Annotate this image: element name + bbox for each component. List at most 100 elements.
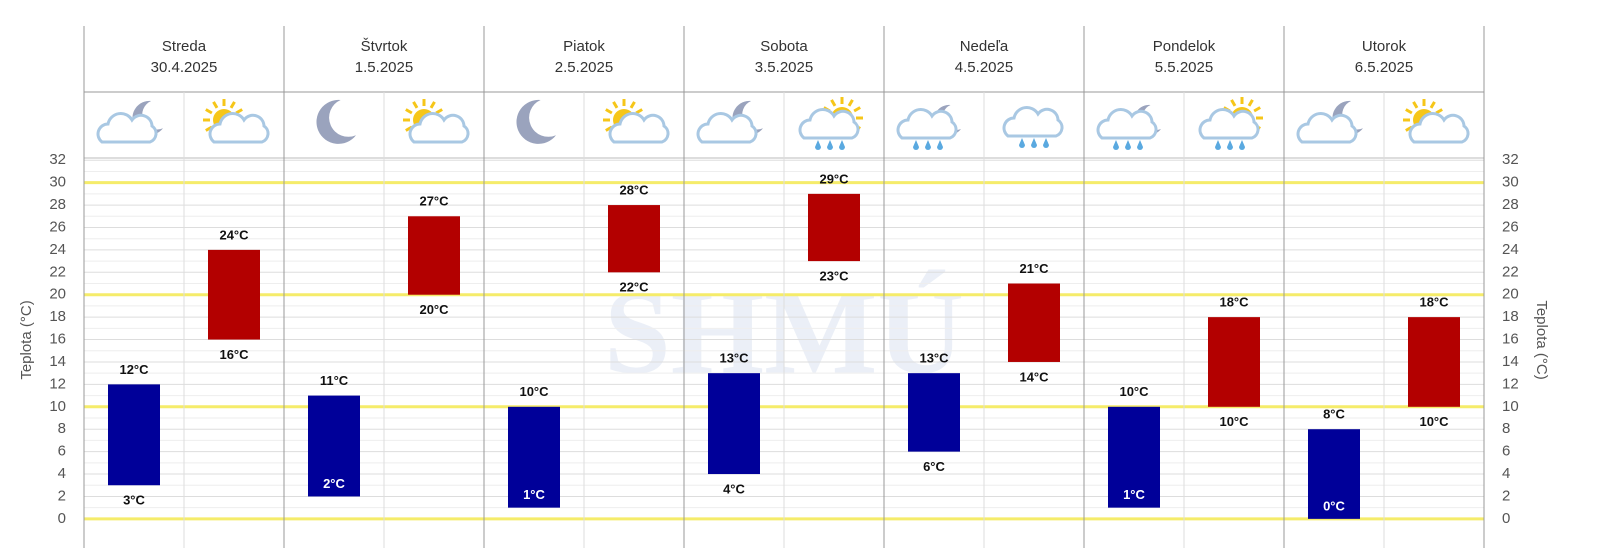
y-tick-label: 24 — [49, 241, 66, 258]
y-tick-label: 32 — [49, 151, 66, 168]
low-label: 14°C — [1019, 369, 1049, 384]
day-name: Štvrtok — [361, 38, 408, 55]
y2-tick-label: 10 — [1502, 398, 1519, 415]
weather-icon — [1403, 99, 1470, 144]
cloud — [1096, 108, 1158, 140]
sun-ray — [405, 108, 413, 115]
cloud — [696, 112, 758, 144]
raindrop — [1215, 140, 1221, 150]
y2-tick-label: 0 — [1502, 510, 1510, 527]
moon — [516, 99, 556, 144]
y-tick-label: 10 — [49, 398, 66, 415]
cloud — [1198, 108, 1260, 140]
high-label: 10°C — [1119, 384, 1149, 399]
day-name: Piatok — [563, 38, 605, 55]
y-tick-label: 28 — [49, 196, 66, 213]
high-label: 21°C — [1019, 261, 1049, 276]
day-name: Utorok — [1362, 38, 1407, 55]
y-tick-label: 22 — [49, 263, 66, 280]
sun-ray — [229, 101, 236, 109]
low-label: 2°C — [323, 476, 345, 491]
high-label: 24°C — [219, 227, 249, 242]
day-name: Sobota — [760, 38, 808, 55]
raindrop — [839, 140, 845, 150]
weather-icon — [896, 104, 961, 150]
cloud — [1408, 112, 1470, 144]
cloud — [1002, 106, 1064, 138]
temperature-bar — [408, 216, 460, 295]
low-label: 10°C — [1419, 414, 1449, 429]
raindrop — [1043, 138, 1049, 148]
y-tick-label: 4 — [58, 465, 66, 482]
y-tick-label: 18 — [49, 308, 66, 325]
y2-tick-label: 26 — [1502, 218, 1519, 235]
sun-ray — [612, 101, 619, 109]
sun-ray — [205, 108, 213, 115]
sun-ray — [629, 101, 636, 109]
y-tick-label: 30 — [49, 174, 66, 191]
moon — [316, 99, 356, 144]
sun-ray — [830, 99, 837, 107]
low-label: 1°C — [1123, 487, 1145, 502]
y-tick-label: 14 — [49, 353, 66, 370]
sun-ray — [1429, 101, 1436, 109]
y-tick-label: 26 — [49, 218, 66, 235]
cloud — [408, 112, 470, 144]
high-label: 18°C — [1419, 295, 1449, 310]
low-label: 10°C — [1219, 414, 1249, 429]
y2-tick-label: 28 — [1502, 196, 1519, 213]
sun-ray — [1435, 108, 1443, 115]
weather-icon — [316, 99, 356, 144]
temperature-bar — [708, 373, 760, 475]
low-label: 3°C — [123, 493, 145, 508]
cloud — [608, 112, 670, 144]
sun-ray — [853, 106, 861, 113]
day-date: 3.5.2025 — [755, 59, 813, 76]
cloud — [896, 108, 958, 140]
day-date: 5.5.2025 — [1155, 59, 1213, 76]
weather-icon — [1002, 106, 1064, 148]
y-tick-label: 0 — [58, 510, 66, 527]
y-tick-label: 16 — [49, 331, 66, 348]
raindrop — [1227, 140, 1233, 150]
weather-icon — [1096, 104, 1161, 150]
sun-ray — [847, 99, 854, 107]
day-date: 1.5.2025 — [355, 59, 413, 76]
raindrop — [1113, 140, 1119, 150]
sun-ray — [635, 108, 643, 115]
temperature-bar — [808, 193, 860, 262]
raindrop — [913, 140, 919, 150]
high-label: 13°C — [719, 351, 749, 366]
temperature-bar — [1008, 283, 1060, 362]
sun-ray — [1230, 99, 1237, 107]
weather-icon — [1198, 97, 1263, 150]
raindrop — [1137, 140, 1143, 150]
y-tick-label: 12 — [49, 375, 66, 392]
y-axis-title: Teplota (°C) — [18, 300, 35, 379]
high-label: 28°C — [619, 183, 649, 198]
y2-tick-label: 24 — [1502, 241, 1519, 258]
weather-icon — [203, 99, 270, 144]
high-label: 8°C — [1323, 407, 1345, 422]
temperature-bar — [1108, 406, 1160, 508]
y2-tick-label: 6 — [1502, 443, 1510, 460]
raindrop — [827, 140, 833, 150]
temperature-bar — [908, 373, 960, 452]
sun-ray — [412, 101, 419, 109]
y-tick-label: 20 — [49, 286, 66, 303]
temperature-bar — [1308, 429, 1360, 519]
raindrop — [1125, 140, 1131, 150]
cloud — [1296, 112, 1358, 144]
sun-ray — [1412, 101, 1419, 109]
temperature-bar — [1208, 317, 1260, 407]
y2-tick-label: 22 — [1502, 263, 1519, 280]
sun-ray — [235, 108, 243, 115]
day-name: Nedeľa — [960, 38, 1009, 55]
day-date: 30.4.2025 — [151, 59, 218, 76]
high-label: 29°C — [819, 171, 849, 186]
weather-icon — [798, 97, 863, 150]
y2-tick-label: 32 — [1502, 151, 1519, 168]
day-name: Streda — [162, 38, 207, 55]
